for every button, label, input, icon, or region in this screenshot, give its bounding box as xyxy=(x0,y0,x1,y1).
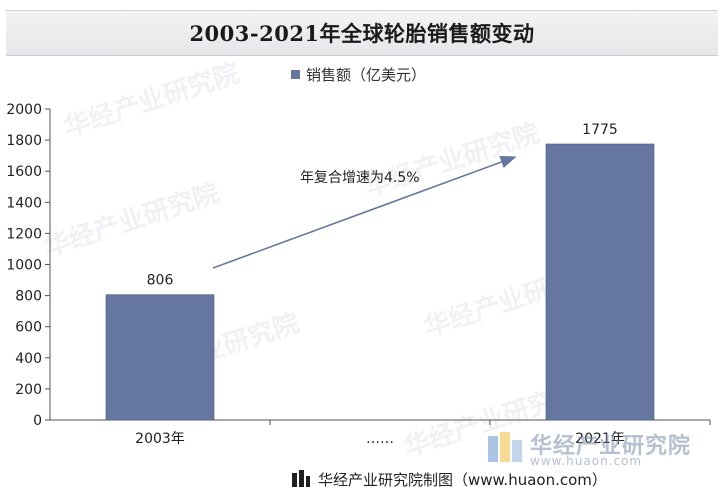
y-tick-label: 1800 xyxy=(6,133,42,149)
x-tick-label: …… xyxy=(366,431,394,447)
bar xyxy=(105,294,215,421)
x-tick-label: 2021年 xyxy=(575,431,625,447)
x-tick-label: 2003年 xyxy=(135,431,185,447)
y-tick-label: 800 xyxy=(15,289,42,305)
legend-label: 销售额（亿美元） xyxy=(306,66,426,84)
y-tick-label: 600 xyxy=(15,320,42,336)
y-tick-label: 2000 xyxy=(6,102,42,118)
y-tick-label: 1400 xyxy=(6,195,42,211)
legend-swatch xyxy=(291,70,300,79)
y-tick-label: 1000 xyxy=(6,258,42,274)
y-tick-label: 1200 xyxy=(6,226,42,242)
bar xyxy=(545,143,655,421)
chart-title: 2003-2021年全球轮胎销售额变动 xyxy=(189,21,535,46)
chart-title-bar: 2003-2021年全球轮胎销售额变动 xyxy=(6,10,718,56)
y-tick-label: 400 xyxy=(15,351,42,367)
source-note: 华经产业研究院制图（www.huaon.com） xyxy=(290,466,607,492)
growth-annotation: 年复合增速为4.5% xyxy=(300,169,420,186)
y-tick-label: 0 xyxy=(33,413,42,429)
source-text: 华经产业研究院制图（www.huaon.com） xyxy=(318,470,607,489)
source-logo-icon xyxy=(292,470,310,487)
y-tick-label: 1600 xyxy=(6,164,42,180)
bar-data-label: 1775 xyxy=(582,122,618,138)
y-tick-label: 200 xyxy=(15,382,42,398)
bar-data-label: 806 xyxy=(147,273,174,289)
growth-arrow xyxy=(212,155,517,269)
